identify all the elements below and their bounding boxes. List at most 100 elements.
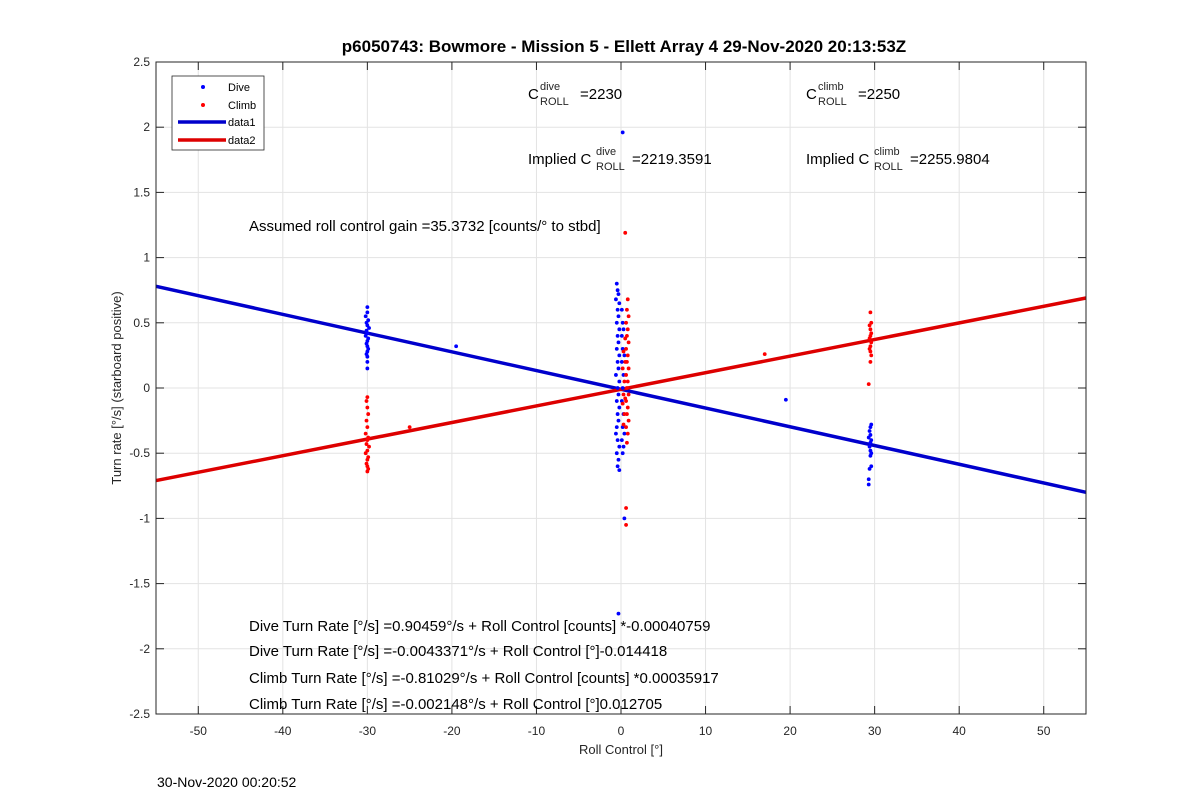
point-dive	[615, 438, 620, 443]
point-dive	[617, 353, 622, 358]
y-tick-label: 2.5	[133, 55, 150, 69]
point-dive	[616, 340, 621, 345]
y-tick-label: -1	[139, 511, 150, 525]
point-climb	[624, 523, 628, 527]
point-climb	[623, 336, 628, 341]
point-climb	[625, 307, 629, 312]
point-dive	[365, 305, 370, 310]
x-tick-label: 30	[868, 724, 882, 738]
x-tick-label: -40	[274, 724, 292, 738]
point-dive	[614, 399, 619, 403]
point-dive	[615, 307, 620, 312]
point-climb	[407, 425, 412, 430]
point-climb	[622, 412, 627, 416]
point-dive	[616, 418, 621, 423]
point-dive	[622, 516, 627, 521]
point-dive	[616, 457, 621, 462]
point-dive	[616, 392, 621, 397]
point-dive	[614, 320, 619, 325]
point-dive	[363, 333, 368, 338]
equation-climb-degrees: Climb Turn Rate [°/s] =-0.002148°/s + Ro…	[249, 696, 662, 713]
legend-label-data2: data2	[228, 135, 256, 147]
point-dive	[619, 333, 624, 338]
y-tick-label: 0	[143, 381, 150, 395]
point-climb	[365, 469, 370, 474]
y-tick-label: -2	[139, 642, 150, 656]
point-climb	[866, 382, 871, 386]
point-climb	[626, 392, 631, 397]
y-tick-label: 1	[143, 251, 150, 265]
x-tick-label: 40	[953, 724, 967, 738]
point-dive	[363, 314, 368, 319]
implied-dive-value: =2219.3591	[632, 151, 712, 168]
point-dive	[614, 431, 618, 436]
point-dive	[620, 386, 625, 390]
point-climb	[621, 349, 626, 354]
y-tick-label: -0.5	[129, 446, 150, 460]
y-axis-label: Turn rate [°/s] (starboard positive)	[109, 291, 124, 484]
point-dive	[619, 307, 624, 312]
legend-label-dive: Dive	[228, 82, 250, 94]
point-dive	[621, 444, 626, 449]
point-climb	[363, 451, 368, 456]
point-climb	[625, 379, 630, 384]
c-climb-sup: climb	[818, 81, 844, 93]
point-dive	[615, 464, 620, 469]
point-climb	[624, 425, 628, 430]
point-dive	[367, 326, 371, 330]
point-dive	[867, 429, 872, 433]
point-dive	[620, 130, 625, 135]
annotation-c-dive: C dive ROLL =2230	[528, 81, 622, 108]
point-climb	[623, 230, 628, 235]
point-climb	[867, 336, 872, 341]
point-climb	[868, 349, 873, 354]
x-axis-label: Roll Control [°]	[579, 742, 663, 757]
point-climb	[625, 353, 630, 358]
point-climb	[624, 320, 628, 325]
point-dive	[616, 366, 621, 371]
point-dive	[620, 320, 625, 325]
fit-line-data2	[155, 296, 1087, 483]
point-climb	[869, 340, 874, 345]
point-dive	[867, 444, 872, 449]
x-tick-label: 0	[618, 724, 625, 738]
annotation-c-climb: C climb ROLL =2250	[806, 81, 900, 108]
point-dive	[615, 333, 620, 338]
implied-climb-value: =2255.9804	[910, 151, 990, 168]
point-dive	[619, 360, 624, 364]
point-dive	[614, 451, 619, 456]
point-climb	[869, 353, 874, 358]
point-dive	[622, 353, 627, 358]
x-tick-label: -10	[528, 724, 546, 738]
point-climb	[625, 327, 630, 332]
x-tick-label: 50	[1037, 724, 1051, 738]
c-dive-sup: dive	[540, 81, 560, 93]
point-climb	[621, 392, 626, 397]
point-climb	[624, 506, 628, 510]
equation-climb-counts: Climb Turn Rate [°/s] =-0.81029°/s + Rol…	[249, 670, 719, 687]
equation-dive-degrees: Dive Turn Rate [°/s] =-0.0043371°/s + Ro…	[249, 643, 667, 660]
point-climb	[624, 346, 628, 351]
c-climb-sub: ROLL	[818, 96, 847, 108]
point-dive	[616, 611, 621, 616]
c-dive-base: C	[528, 86, 539, 103]
point-climb	[626, 314, 631, 319]
point-climb	[626, 366, 631, 371]
point-dive	[867, 466, 872, 471]
point-dive	[620, 451, 625, 456]
annotation-gain: Assumed roll control gain =35.3732 [coun…	[249, 218, 601, 235]
point-climb	[620, 401, 625, 406]
point-climb	[625, 405, 630, 410]
y-tick-label: -1.5	[129, 577, 150, 591]
x-tick-label: -30	[359, 724, 377, 738]
point-dive	[617, 327, 622, 332]
legend-label-climb: Climb	[228, 100, 256, 112]
point-climb	[868, 360, 873, 364]
data-marks	[155, 130, 1087, 616]
point-dive	[615, 386, 620, 390]
point-climb	[364, 399, 369, 403]
point-climb	[868, 310, 873, 315]
point-dive	[617, 301, 622, 306]
y-tick-label: -2.5	[129, 707, 150, 721]
